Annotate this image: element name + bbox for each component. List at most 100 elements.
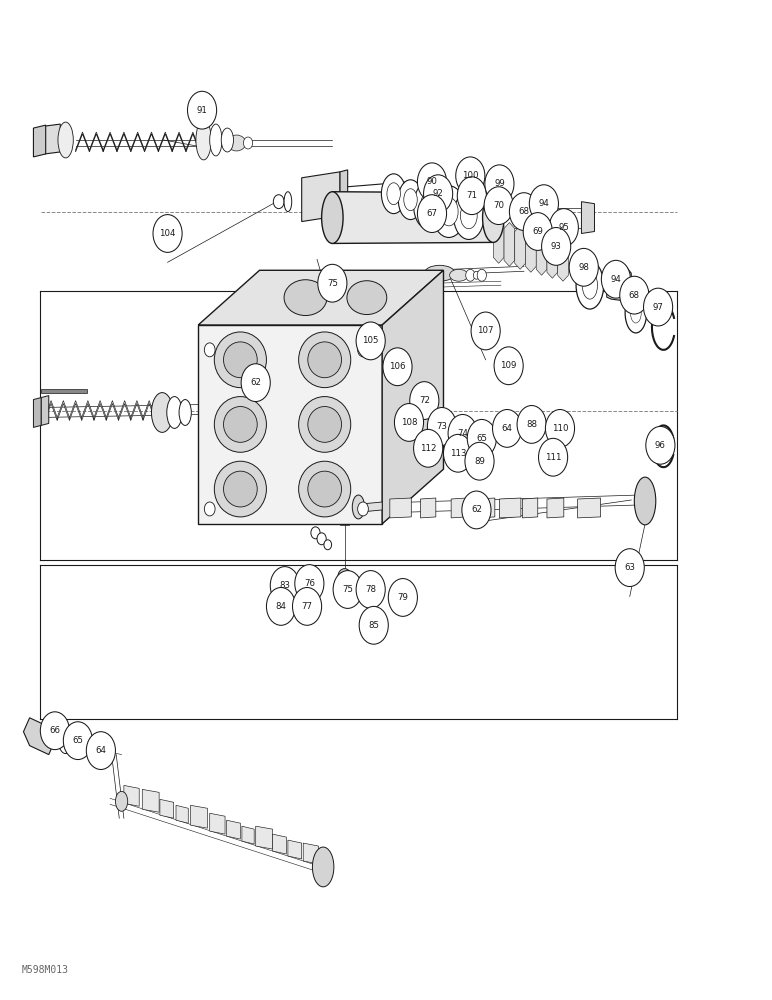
Text: 89: 89 — [474, 457, 485, 466]
Polygon shape — [94, 401, 107, 420]
Ellipse shape — [357, 343, 368, 357]
Circle shape — [455, 157, 485, 195]
Circle shape — [542, 228, 571, 265]
Ellipse shape — [576, 261, 604, 309]
Ellipse shape — [482, 193, 504, 242]
Ellipse shape — [466, 269, 475, 281]
Text: 108: 108 — [401, 418, 417, 427]
Text: 96: 96 — [655, 441, 665, 450]
Circle shape — [63, 722, 93, 760]
Ellipse shape — [116, 791, 127, 811]
Circle shape — [523, 213, 552, 250]
Ellipse shape — [635, 477, 655, 525]
Ellipse shape — [58, 122, 73, 158]
Polygon shape — [160, 799, 174, 818]
Text: 94: 94 — [611, 275, 621, 284]
Polygon shape — [581, 202, 594, 233]
Circle shape — [457, 177, 486, 215]
Polygon shape — [130, 401, 143, 420]
Ellipse shape — [339, 585, 350, 598]
Text: 64: 64 — [96, 746, 107, 755]
Text: 62: 62 — [250, 378, 261, 387]
Polygon shape — [191, 805, 208, 828]
Ellipse shape — [308, 342, 341, 378]
Text: 111: 111 — [545, 453, 561, 462]
Ellipse shape — [222, 128, 233, 152]
Circle shape — [539, 438, 567, 476]
Ellipse shape — [432, 186, 466, 237]
Ellipse shape — [284, 280, 327, 316]
Ellipse shape — [227, 135, 245, 151]
Polygon shape — [90, 132, 103, 152]
Polygon shape — [226, 820, 240, 839]
Ellipse shape — [205, 502, 215, 516]
Ellipse shape — [167, 397, 182, 428]
Ellipse shape — [425, 281, 432, 293]
Circle shape — [293, 588, 322, 625]
Ellipse shape — [224, 471, 257, 507]
Text: 63: 63 — [625, 563, 635, 572]
Bar — [41, 389, 87, 393]
Polygon shape — [288, 840, 302, 859]
Text: 104: 104 — [159, 229, 176, 238]
Polygon shape — [577, 498, 601, 518]
Polygon shape — [499, 498, 521, 518]
Ellipse shape — [453, 192, 484, 239]
Polygon shape — [273, 834, 286, 854]
Ellipse shape — [179, 400, 191, 425]
Circle shape — [295, 565, 324, 602]
Ellipse shape — [413, 281, 421, 293]
Text: 70: 70 — [493, 201, 504, 210]
Text: 99: 99 — [494, 179, 505, 188]
Ellipse shape — [387, 183, 401, 205]
Ellipse shape — [224, 407, 257, 442]
Ellipse shape — [313, 847, 334, 887]
Ellipse shape — [311, 527, 320, 539]
Ellipse shape — [324, 540, 332, 550]
Text: 74: 74 — [457, 429, 468, 438]
Polygon shape — [451, 498, 466, 518]
Circle shape — [153, 215, 182, 252]
Ellipse shape — [460, 202, 477, 229]
Polygon shape — [82, 401, 94, 420]
Circle shape — [188, 91, 217, 129]
Ellipse shape — [210, 124, 222, 156]
Polygon shape — [130, 132, 144, 152]
Text: 110: 110 — [552, 424, 568, 433]
Circle shape — [530, 185, 558, 223]
Polygon shape — [333, 192, 493, 243]
Circle shape — [410, 382, 439, 419]
Text: 71: 71 — [466, 191, 477, 200]
Ellipse shape — [243, 137, 252, 149]
Polygon shape — [158, 132, 172, 152]
Polygon shape — [421, 498, 436, 518]
Circle shape — [383, 348, 412, 386]
Circle shape — [418, 195, 446, 232]
Polygon shape — [526, 229, 537, 272]
Ellipse shape — [215, 332, 266, 388]
Text: 90: 90 — [427, 177, 438, 186]
Ellipse shape — [299, 332, 350, 388]
Ellipse shape — [322, 192, 343, 243]
Text: 79: 79 — [398, 593, 408, 602]
Ellipse shape — [58, 724, 73, 754]
Polygon shape — [41, 396, 49, 425]
Polygon shape — [504, 223, 515, 266]
Polygon shape — [117, 132, 130, 152]
Polygon shape — [303, 843, 319, 864]
Text: 73: 73 — [436, 422, 448, 431]
Text: 94: 94 — [538, 199, 550, 208]
Circle shape — [443, 434, 472, 472]
Polygon shape — [210, 813, 225, 834]
Polygon shape — [76, 132, 90, 152]
Text: 72: 72 — [419, 396, 430, 405]
Polygon shape — [523, 498, 538, 518]
Polygon shape — [33, 125, 46, 157]
Text: 113: 113 — [450, 449, 466, 458]
Circle shape — [546, 410, 574, 447]
Polygon shape — [124, 785, 139, 806]
Polygon shape — [537, 232, 547, 275]
Text: 69: 69 — [533, 227, 543, 236]
Text: 91: 91 — [197, 106, 208, 115]
Text: 77: 77 — [302, 602, 313, 611]
